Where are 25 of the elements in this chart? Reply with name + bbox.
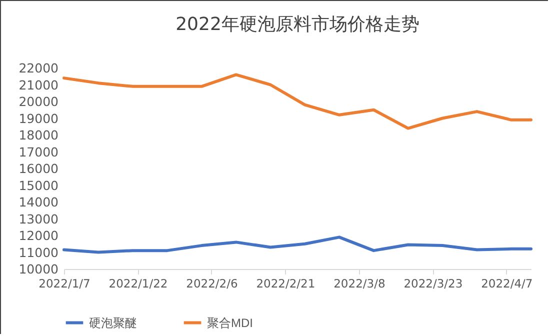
- y-tick-label: 14000: [18, 194, 59, 210]
- chart-title: 2022年硬泡原料市场价格走势: [176, 14, 420, 35]
- y-tick-label: 15000: [18, 178, 59, 193]
- y-tick-label: 19000: [18, 110, 59, 126]
- y-tick-label: 12000: [18, 228, 59, 243]
- y-tick-label: 22000: [18, 60, 59, 76]
- x-tick-label: 2022/2/21: [256, 276, 316, 290]
- x-tick-label: 2022/4/7: [481, 276, 533, 290]
- x-tick-label: 2022/3/8: [334, 276, 386, 290]
- legend-label: 硬泡聚醚: [89, 316, 137, 330]
- y-tick-label: 20000: [18, 94, 59, 109]
- y-tick-label: 10000: [18, 262, 59, 276]
- x-tick-label: 2022/2/6: [186, 276, 238, 290]
- y-tick-label: 11000: [18, 244, 59, 260]
- y-tick-label: 17000: [18, 144, 59, 160]
- x-tick-label: 2022/3/23: [404, 276, 463, 290]
- y-tick-label: 13000: [18, 211, 59, 226]
- x-tick-label: 2022/1/7: [38, 276, 90, 290]
- y-tick-label: 18000: [18, 128, 59, 142]
- line-series: [62, 236, 532, 254]
- legend-label: 聚合MDI: [207, 316, 253, 330]
- y-tick-label: 21000: [18, 77, 59, 92]
- x-tick-label: 2022/1/22: [108, 276, 168, 290]
- y-tick-label: 16000: [18, 161, 59, 176]
- line-series: [62, 73, 532, 130]
